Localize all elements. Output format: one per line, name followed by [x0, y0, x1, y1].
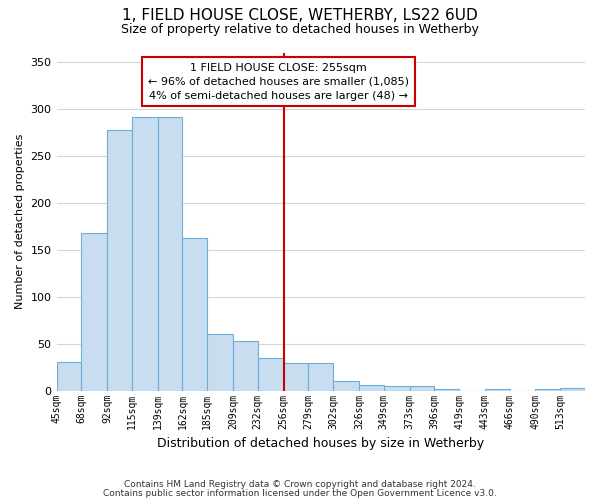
Bar: [158, 118, 182, 390]
Bar: [233, 341, 258, 390]
Bar: [333, 381, 359, 390]
Bar: [107, 130, 132, 390]
Bar: [258, 358, 284, 390]
Text: 1 FIELD HOUSE CLOSE: 255sqm
← 96% of detached houses are smaller (1,085)
4% of s: 1 FIELD HOUSE CLOSE: 255sqm ← 96% of det…: [148, 62, 409, 100]
Bar: [56, 362, 81, 390]
Bar: [410, 386, 434, 390]
Bar: [359, 385, 384, 390]
Bar: [308, 364, 333, 390]
Bar: [560, 388, 585, 390]
Text: Contains HM Land Registry data © Crown copyright and database right 2024.: Contains HM Land Registry data © Crown c…: [124, 480, 476, 489]
Bar: [485, 389, 509, 390]
Text: Contains public sector information licensed under the Open Government Licence v3: Contains public sector information licen…: [103, 490, 497, 498]
Text: 1, FIELD HOUSE CLOSE, WETHERBY, LS22 6UD: 1, FIELD HOUSE CLOSE, WETHERBY, LS22 6UD: [122, 8, 478, 22]
Bar: [207, 334, 233, 390]
Bar: [81, 233, 107, 390]
Bar: [182, 238, 207, 390]
Bar: [434, 389, 459, 390]
X-axis label: Distribution of detached houses by size in Wetherby: Distribution of detached houses by size …: [157, 437, 484, 450]
Bar: [384, 386, 410, 390]
Y-axis label: Number of detached properties: Number of detached properties: [15, 134, 25, 310]
Bar: [132, 118, 158, 390]
Text: Size of property relative to detached houses in Wetherby: Size of property relative to detached ho…: [121, 22, 479, 36]
Bar: [284, 364, 308, 390]
Bar: [535, 389, 560, 390]
